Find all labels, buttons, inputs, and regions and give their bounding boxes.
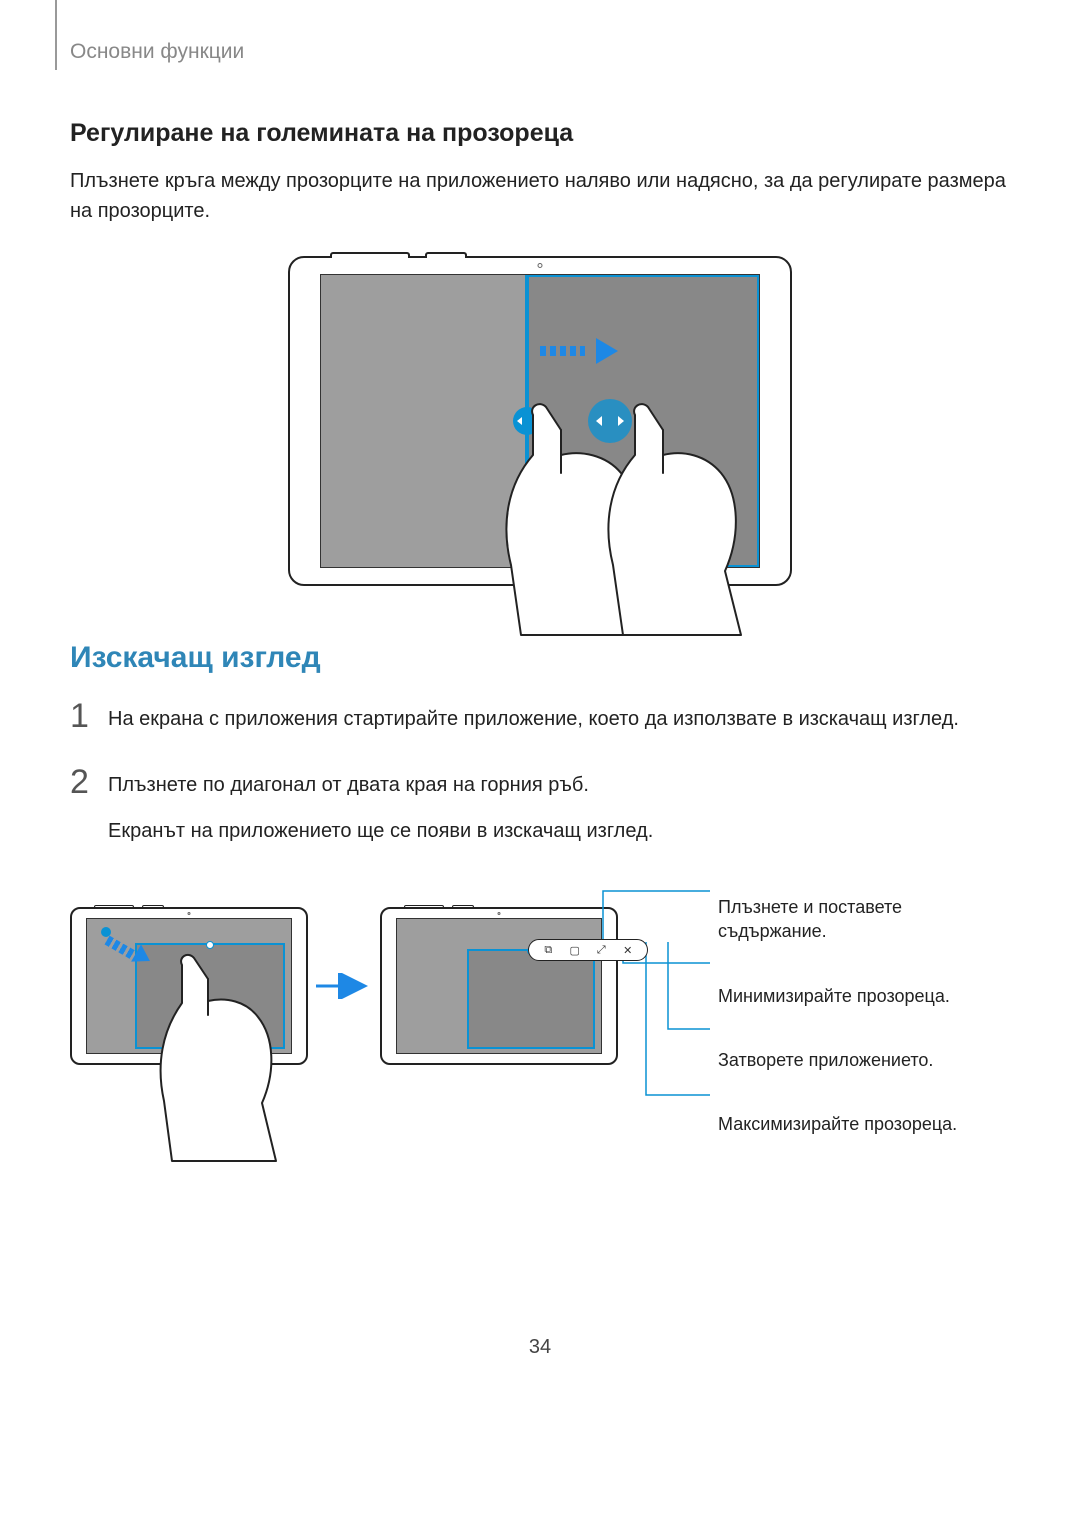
tablet-small-after: ⧉ ▢ ⤢ ✕ xyxy=(380,907,618,1065)
hand-icon-2 xyxy=(571,395,811,655)
figure-resize xyxy=(70,256,1010,591)
callout-list: Плъзнете и поставете съдържание. Минимиз… xyxy=(710,901,1010,1176)
drag-arrow-icon xyxy=(540,343,610,357)
figure-popup: ⧉ ▢ ⤢ ✕ Плъзнете и поставете съдържание.… xyxy=(70,901,1010,1176)
page-number: 34 xyxy=(70,1336,1010,1359)
transition-arrow-icon xyxy=(308,901,380,999)
section-title-resize: Регулиране на големината на прозореца xyxy=(70,119,1010,148)
callout-minimize: Минимизирайте прозореца. xyxy=(718,984,1010,1008)
hand-icon-small xyxy=(130,951,310,1171)
step-2: 2 Плъзнете по диагонал от двата края на … xyxy=(70,769,1010,861)
step-text-2: Екранът на приложението ще се появи в из… xyxy=(108,815,653,847)
step-text: Плъзнете по диагонал от двата края на го… xyxy=(108,769,653,801)
toolbar-maximize-icon: ⤢ xyxy=(595,944,607,956)
toolbar-minimize-icon: ▢ xyxy=(569,944,581,956)
tablet-camera-icon xyxy=(538,263,543,268)
body-text-resize: Плъзнете кръга между прозорците на прило… xyxy=(70,166,1010,226)
toolbar-drag-icon: ⧉ xyxy=(542,944,554,956)
header-rule xyxy=(55,0,57,70)
breadcrumb: Основни функции xyxy=(70,40,1010,64)
step-1: 1 На екрана с приложения стартирайте при… xyxy=(70,703,1010,749)
step-number: 1 xyxy=(70,699,100,733)
tablet-illustration xyxy=(288,256,792,586)
toolbar-close-icon: ✕ xyxy=(622,944,634,956)
tablet-screen xyxy=(320,274,760,568)
tablet-top-button-1 xyxy=(330,252,410,258)
callout-maximize: Максимизирайте прозореца. xyxy=(718,1112,1010,1136)
step-text: На екрана с приложения стартирайте прило… xyxy=(108,703,959,735)
step-number: 2 xyxy=(70,765,100,799)
callout-drag: Плъзнете и поставете съдържание. xyxy=(718,895,1010,944)
popup-window xyxy=(467,949,595,1049)
callout-close: Затворете приложението. xyxy=(718,1048,1010,1072)
tablet-top-button-2 xyxy=(425,252,467,258)
popup-toolbar: ⧉ ▢ ⤢ ✕ xyxy=(528,939,648,961)
